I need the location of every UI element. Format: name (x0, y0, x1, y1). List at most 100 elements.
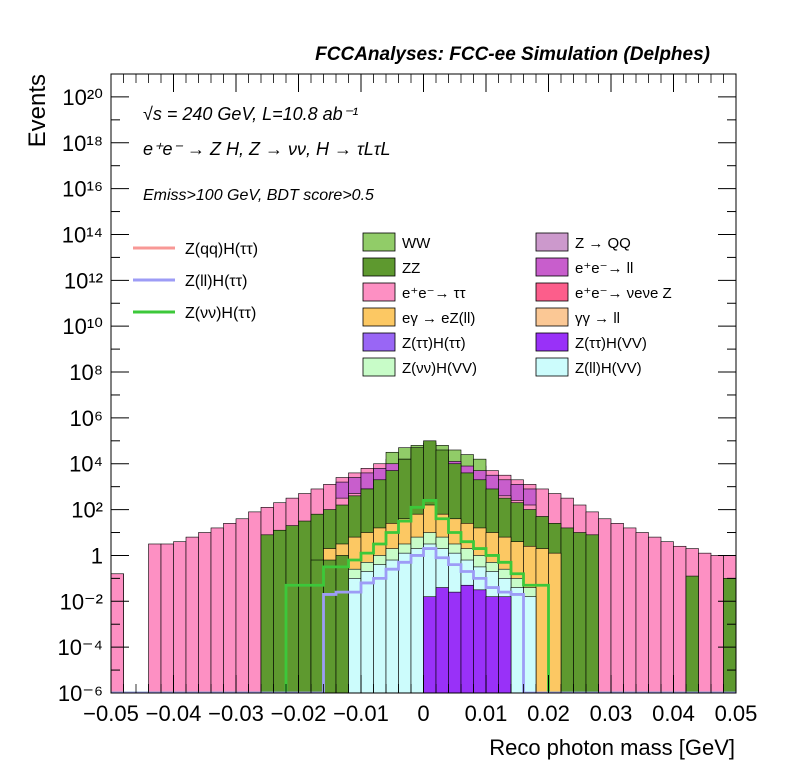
x-tick-label: −0.05 (83, 701, 139, 726)
x-tick-label: 0.03 (590, 701, 633, 726)
y-tick-label: 10⁻² (60, 589, 103, 614)
hist-bar (160, 543, 174, 693)
legend-fill-label: γγ → ll (575, 310, 620, 327)
legend-fill-label: Z(νν)H(VV) (402, 360, 477, 377)
legend-fill-label: WW (402, 235, 431, 252)
hist-bar (635, 532, 649, 693)
ztt-hvv-layer (423, 584, 512, 693)
annotation-cuts: Emiss>100 GeV, BDT score>0.5 (143, 187, 374, 204)
x-tick-label: −0.02 (271, 701, 327, 726)
legend-fill-swatch (535, 357, 569, 377)
hist-bar (710, 555, 724, 693)
overlay-znn-htt (111, 499, 736, 693)
legend-fill-label: Z → QQ (575, 235, 631, 252)
x-tick-label: 0 (417, 701, 429, 726)
x-tick-label: −0.01 (333, 701, 389, 726)
hist-bar (648, 536, 662, 693)
overlay-zll-htt (111, 547, 736, 693)
legend-fill-swatch (535, 257, 569, 277)
hist-bar (723, 578, 736, 693)
hist-bar (148, 543, 162, 693)
hist-bar (323, 559, 337, 693)
hist-bar (235, 518, 249, 693)
hist-bar (660, 541, 674, 693)
hist-bar (111, 573, 124, 693)
hist-bar (523, 596, 537, 693)
legend-fill-swatch (535, 307, 569, 327)
y-tick-label: 10¹⁸ (62, 131, 103, 156)
hist-bar (535, 548, 549, 693)
hist-bar (348, 578, 362, 693)
hist-bar (273, 529, 287, 693)
hist-bar (185, 536, 199, 693)
hist-bar (410, 548, 424, 693)
annotation-energy-lumi: √s = 240 GeV, L=10.8 ab⁻¹ (143, 104, 358, 124)
y-tick-label: 10¹² (64, 268, 103, 293)
legend-fill-swatch (362, 257, 396, 277)
hist-bar (685, 575, 699, 693)
hist-bar (373, 564, 387, 693)
legend-line-label: Z(νν)H(ττ) (185, 305, 256, 322)
hist-bar (585, 534, 599, 693)
legend-fill-swatch (362, 232, 396, 252)
legend-fill-label: Z(ττ)H(ττ) (402, 335, 466, 352)
legend-fill-label: e⁺e⁻→ ll (575, 260, 633, 277)
y-tick-label: 10¹⁰ (62, 314, 103, 339)
y-tick-label: 1 (91, 543, 103, 568)
zz-right-layer (685, 575, 736, 693)
annotation-process: e⁺e⁻ → Z H, Z → νν, H → τLτL (143, 139, 391, 159)
zz-sparse-layer (111, 555, 349, 693)
legend-fill-label: e⁺e⁻→ νeνe Z (575, 285, 672, 302)
hist-bar (223, 523, 237, 693)
x-tick-label: −0.03 (208, 701, 264, 726)
hist-bar (423, 596, 437, 693)
legend-fill-label: Z(ττ)H(VV) (575, 335, 647, 352)
legend-fill-swatch (362, 282, 396, 302)
hist-bar (248, 511, 262, 693)
legend-fill-swatch (362, 332, 396, 352)
pink-spike-layer (111, 573, 124, 693)
hist-bar (485, 596, 499, 693)
hist-bar (473, 589, 487, 693)
hist-bar (398, 552, 412, 693)
hist-bar (673, 545, 687, 693)
hist-bar (548, 552, 562, 693)
hist-bar (498, 596, 512, 693)
y-tick-label: 10⁶ (69, 406, 103, 431)
hist-bar (298, 520, 312, 693)
y-axis-title: Events (24, 74, 51, 147)
plot-header-title: FCCAnalyses: FCC-ee Simulation (Delphes) (315, 44, 710, 65)
y-tick-label: 10⁻⁶ (58, 681, 103, 706)
y-tick-label: 10⁴ (69, 452, 103, 477)
legend-fill-label: eγ → eZ(ll) (402, 310, 475, 327)
hist-bar (560, 527, 574, 693)
y-tick-label: 10¹⁶ (62, 177, 103, 202)
hist-bar (698, 552, 712, 693)
legend-fill-swatch (362, 357, 396, 377)
x-tick-label: 0.05 (715, 701, 758, 726)
y-tick-label: 10²⁰ (62, 85, 103, 110)
legend-line-label: Z(ll)H(ττ) (185, 273, 247, 290)
hist-bar (510, 587, 524, 693)
hist-bar (623, 527, 637, 693)
hist-bar (335, 555, 349, 693)
x-axis-title: Reco photon mass [GeV] (489, 735, 735, 760)
legend-fill-label: Z(ll)H(VV) (575, 360, 642, 377)
legend-fill-swatch (535, 232, 569, 252)
x-tick-label: 0.04 (652, 701, 695, 726)
legend-line-label: Z(qq)H(ττ) (185, 241, 258, 258)
hist-bar (598, 518, 612, 693)
hist-bar (173, 541, 187, 693)
legend-fill-swatch (535, 332, 569, 352)
hist-bar (460, 584, 474, 693)
hist-bar (260, 534, 274, 693)
legend-fill-label: e⁺e⁻→ ττ (402, 285, 466, 302)
x-tick-label: 0.01 (465, 701, 508, 726)
x-tick-label: −0.04 (146, 701, 202, 726)
hist-bar (285, 525, 299, 693)
hist-bar (385, 559, 399, 693)
hist-bar (435, 587, 449, 693)
hist-bar (210, 527, 224, 693)
hist-bar (573, 532, 587, 693)
